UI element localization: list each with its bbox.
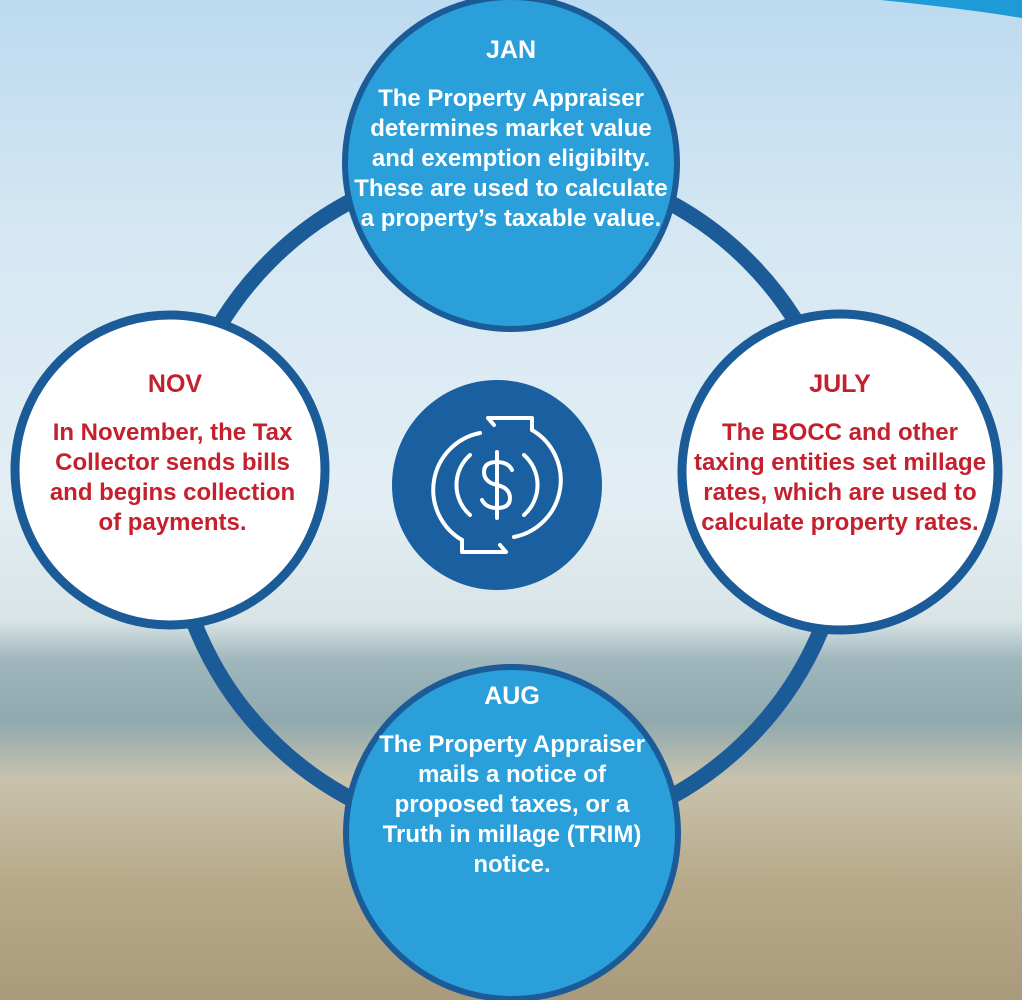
- icon-inner-arc: [522, 453, 540, 517]
- node-circle: [677, 309, 1003, 635]
- node-circle: [10, 310, 330, 630]
- corner-shape: [880, 0, 1022, 18]
- node-label: AUG: [484, 682, 540, 710]
- icon-inner-arc: [454, 453, 472, 517]
- node-label: JULY: [809, 370, 871, 398]
- icon-dollar: [480, 450, 514, 520]
- icon-arrow: [460, 538, 508, 554]
- node-label: JAN: [485, 36, 536, 64]
- node-label: NOV: [147, 370, 203, 398]
- center-icon: [392, 380, 602, 590]
- icon-arc: [512, 428, 563, 539]
- icon-arc: [431, 431, 482, 542]
- node-text: The Property Appraiser mails a notice of…: [379, 731, 645, 878]
- node-circle: [342, 0, 680, 332]
- node-text: The BOCC and other taxing entities set m…: [693, 419, 987, 536]
- node-text: In November, the Tax Collector sends bil…: [49, 419, 296, 536]
- icon-arrow: [486, 416, 534, 432]
- node-circle: [343, 664, 681, 1000]
- node-text: The Property Appraiser determines market…: [354, 85, 668, 232]
